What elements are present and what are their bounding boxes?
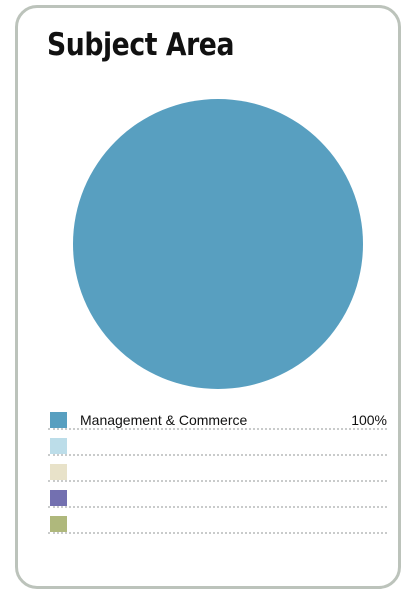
legend-value: 100%: [351, 412, 387, 428]
chart-title: Subject Area: [47, 27, 235, 63]
legend-item: [48, 512, 387, 534]
legend-item: [48, 486, 387, 508]
legend-swatch: [50, 490, 67, 506]
chart-legend: Management & Commerce 100%: [48, 408, 387, 538]
pie-slice: [73, 99, 363, 389]
legend-label: Management & Commerce: [80, 412, 248, 428]
legend-swatch: [50, 464, 67, 480]
legend-item: [48, 434, 387, 456]
pie-chart: [73, 99, 363, 389]
legend-swatch: [50, 516, 67, 532]
legend-item: Management & Commerce 100%: [48, 408, 387, 430]
legend-swatch: [50, 412, 67, 428]
legend-item: [48, 460, 387, 482]
legend-swatch: [50, 438, 67, 454]
